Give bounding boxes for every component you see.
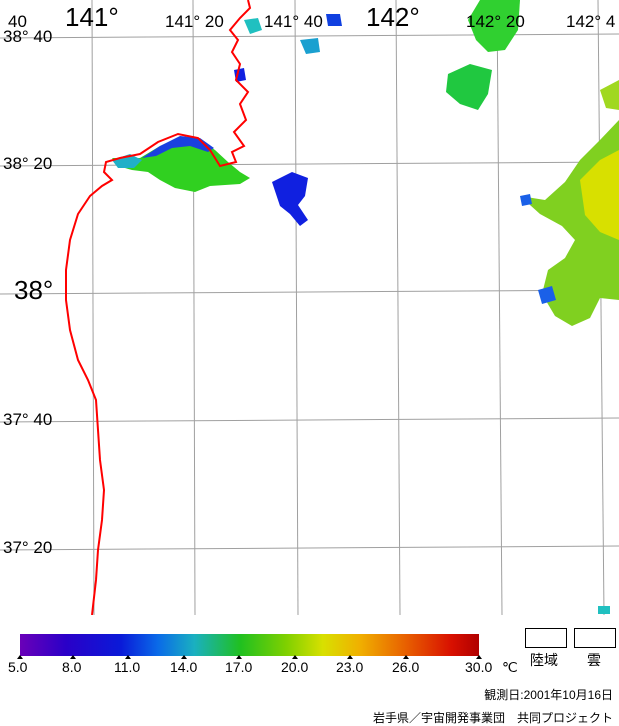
lat-label-40: 40 xyxy=(8,12,27,31)
lat-label-37-20: 37° 20 xyxy=(3,538,53,557)
sst-patch-speck xyxy=(598,606,610,614)
colorbar-tick-mark xyxy=(403,655,409,659)
meridian-line xyxy=(192,0,196,615)
lon-label-142-40: 142° 4 xyxy=(566,12,616,31)
sst-patch-east-cool xyxy=(538,286,556,304)
colorbar-tick-mark xyxy=(17,655,23,659)
lat-label-38: 38° xyxy=(14,275,54,305)
colorbar-tick-label: 8.0 xyxy=(62,659,82,675)
project-credit: 岩手県／宇宙開発事業団 共同プロジェクト xyxy=(372,711,613,725)
sst-patch-small xyxy=(326,14,342,26)
temperature-colorbar xyxy=(20,634,479,656)
meridian-line xyxy=(496,0,503,615)
sst-patch-blue xyxy=(272,172,308,226)
lon-label-141-40: 141° 40 xyxy=(264,12,323,31)
lat-label-38-20: 38° 20 xyxy=(3,154,53,173)
colorbar-tick-label: 26.0 xyxy=(392,659,420,675)
coastline xyxy=(65,0,252,615)
sst-patch-east-warm xyxy=(580,150,619,240)
sst-patch-bay-edge xyxy=(142,136,214,158)
land-legend-swatch xyxy=(525,628,567,648)
colorbar-tick-label: 30.0 xyxy=(465,659,493,675)
colorbar-tick-label: 17.0 xyxy=(225,659,253,675)
colorbar-tick-label: 14.0 xyxy=(170,659,198,675)
sst-patches xyxy=(112,0,619,614)
colorbar-tick-mark xyxy=(292,655,298,659)
colorbar-tick-label: 20.0 xyxy=(281,659,309,675)
colorbar-tick-label: 23.0 xyxy=(336,659,364,675)
colorbar-tick-mark xyxy=(70,655,76,659)
parallel-line xyxy=(0,161,619,167)
colorbar-tick-mark xyxy=(347,655,353,659)
parallel-line xyxy=(0,289,619,295)
lon-label-141: 141° xyxy=(65,2,119,32)
sst-patch-ne-edge xyxy=(600,80,619,110)
lat-label-38-40: 38° 40 xyxy=(3,27,53,46)
colorbar-unit: ℃ xyxy=(502,659,518,675)
sst-patch-east-cool xyxy=(520,194,532,206)
lon-label-141-20: 141° 20 xyxy=(165,12,224,31)
sea-surface-temperature-map xyxy=(0,0,619,615)
parallel-line xyxy=(0,545,619,551)
parallel-line xyxy=(0,33,619,39)
parallel-line xyxy=(0,417,619,423)
sst-patch-ne xyxy=(446,64,492,110)
colorbar-tick-mark xyxy=(125,655,131,659)
observation-date: 観測日:2001年10月16日 xyxy=(484,688,613,702)
cloud-legend-swatch xyxy=(574,628,616,648)
lon-label-142-20: 142° 20 xyxy=(466,12,525,31)
colorbar-tick-mark xyxy=(236,655,242,659)
graticule xyxy=(0,0,619,615)
sst-patch-ne xyxy=(468,0,520,52)
meridian-line xyxy=(395,0,401,615)
sst-patch-small xyxy=(300,38,320,54)
cloud-legend-label: 雲 xyxy=(587,652,601,668)
colorbar-tick-mark xyxy=(476,655,482,659)
meridian-line xyxy=(91,0,95,615)
lat-label-37-40: 37° 40 xyxy=(3,410,53,429)
land-legend-label: 陸域 xyxy=(530,652,558,668)
sst-patch-bay xyxy=(112,138,250,192)
colorbar-tick-label: 11.0 xyxy=(114,659,141,675)
sst-patch-small xyxy=(244,18,262,34)
colorbar-tick-mark xyxy=(181,655,187,659)
lon-label-142: 142° xyxy=(366,2,420,32)
meridian-line xyxy=(294,0,299,615)
meridian-line xyxy=(597,0,605,615)
colorbar-tick-label: 5.0 xyxy=(8,659,28,675)
